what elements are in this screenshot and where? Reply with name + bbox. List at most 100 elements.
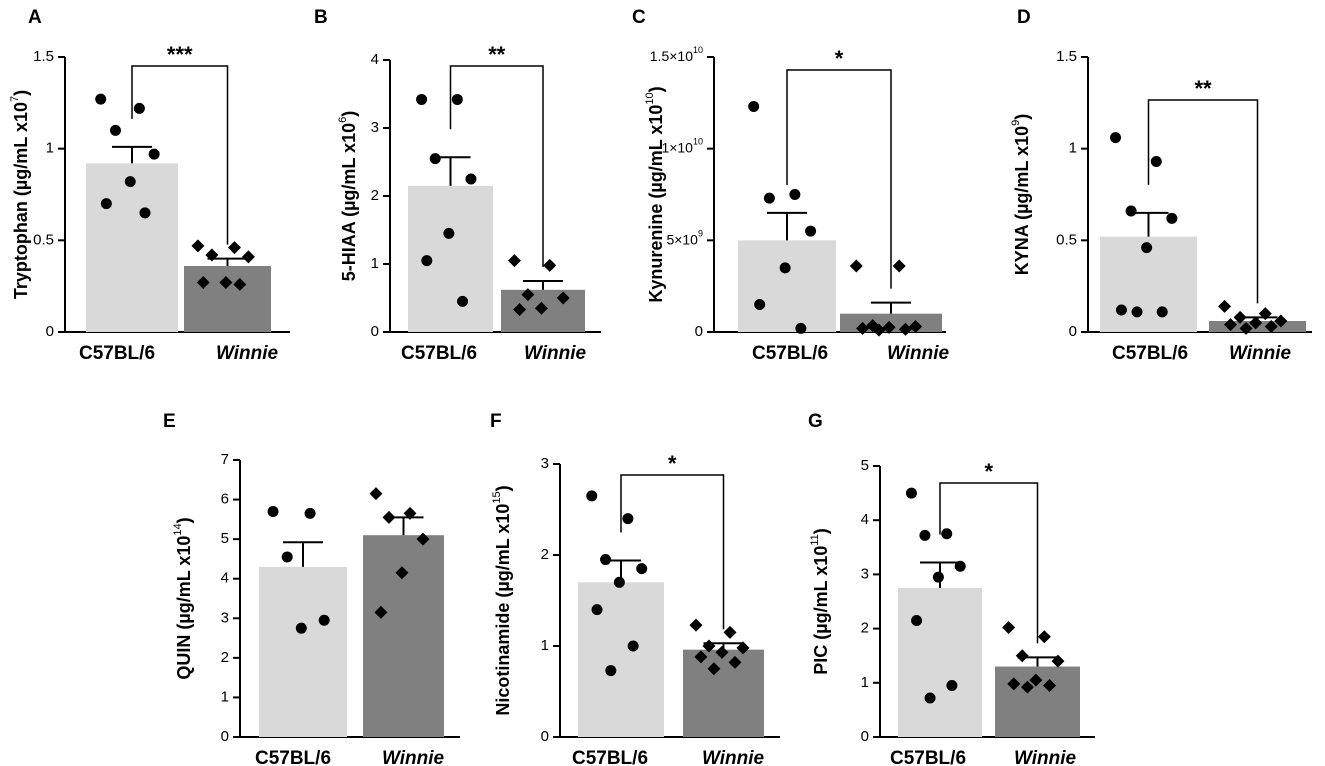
data-point (318, 614, 330, 626)
data-point (924, 692, 936, 704)
y-tick-label: 1×1010 (661, 137, 703, 155)
data-point (748, 101, 760, 112)
y-tick-label: 0.5 (1056, 231, 1077, 248)
y-tick-label: 0 (221, 728, 229, 745)
data-point (1150, 156, 1162, 167)
data-point (892, 259, 906, 273)
data-point (919, 529, 931, 541)
panel-label: C (632, 7, 646, 28)
data-point (882, 320, 896, 334)
data-point (805, 225, 817, 237)
x-tick-label: Winnie (1229, 343, 1292, 364)
data-point (1015, 649, 1029, 663)
panel-label: E (163, 411, 176, 432)
y-tick-label: 1 (1069, 140, 1077, 157)
data-point (534, 301, 548, 315)
x-tick-label: Winnie (1014, 748, 1077, 766)
data-point (1218, 299, 1232, 313)
data-point (911, 614, 923, 626)
data-point (856, 321, 870, 335)
bar-winnie (363, 535, 444, 737)
data-point (374, 605, 388, 619)
y-tick-label: 4 (861, 511, 869, 528)
x-tick-label: Winnie (382, 748, 445, 766)
data-point (295, 622, 307, 634)
data-point (613, 576, 625, 588)
significance-label: ** (1194, 76, 1212, 101)
significance-bracket (449, 65, 544, 267)
y-tick-label: 0 (371, 323, 379, 340)
data-point (543, 258, 557, 272)
data-point (416, 532, 430, 546)
y-tick-label: 0 (541, 728, 549, 745)
data-point (1239, 321, 1253, 335)
data-point (205, 248, 219, 262)
data-point (100, 198, 112, 210)
data-point (1051, 654, 1065, 668)
y-tick-label: 3 (861, 565, 869, 582)
data-point (1037, 630, 1051, 644)
significance-bracket (620, 474, 725, 630)
data-point (556, 291, 570, 305)
y-tick-label: 2 (221, 649, 229, 666)
y-tick-label: 3 (541, 455, 549, 472)
data-point (707, 662, 721, 676)
data-point (636, 563, 648, 575)
y-tick-label: 1.5×1010 (650, 45, 703, 63)
data-point (909, 320, 923, 333)
data-point (241, 250, 255, 264)
significance-bracket (1147, 99, 1259, 304)
data-point (1166, 212, 1178, 224)
y-axis-title: Kynurenine (µg/mL x1010) (644, 86, 666, 302)
data-point (715, 645, 729, 659)
significance-label: *** (167, 42, 193, 67)
panel-b: B 0 1 2 3 4 5-HIAA (µg/mL x106) C57BL/6 Winnie ** (314, 7, 601, 364)
significance-bracket (131, 65, 229, 245)
data-point (763, 192, 775, 204)
panel-c: C 0 5×109 1×1010 1.5×1010 Kynurenine (µg/mL x… (632, 7, 949, 364)
data-point (267, 505, 279, 517)
y-tick-label: 1 (46, 140, 54, 157)
data-point (109, 124, 121, 136)
data-point (369, 487, 383, 501)
data-point (124, 176, 136, 188)
data-point (605, 665, 617, 677)
data-point (694, 650, 708, 664)
data-point (591, 604, 603, 616)
y-axis-title: 5-HIAA (µg/mL x106) (337, 111, 359, 282)
y-tick-label: 6 (221, 491, 229, 508)
y-tick-label: 1.5 (1056, 48, 1077, 65)
y-tick-label: 4 (371, 51, 379, 68)
data-point (395, 566, 409, 580)
data-point (95, 93, 107, 105)
y-tick-label: 2 (371, 187, 379, 204)
x-tick-label: Winnie (887, 343, 950, 364)
data-point (702, 639, 716, 653)
y-tick-label: 0 (861, 728, 869, 745)
data-point (954, 560, 966, 572)
significance-label: ** (488, 42, 506, 67)
y-tick-label: 5 (861, 457, 869, 474)
data-point (1020, 680, 1034, 694)
x-tick-label: Winnie (524, 343, 587, 364)
data-point (451, 93, 463, 105)
data-point (1002, 621, 1016, 635)
data-point (219, 276, 233, 289)
panel-e: E 0 1 2 3 4 5 6 7 QUIN (µg/mL x1014) C57BL/6 Winnie (163, 411, 460, 766)
data-point (233, 277, 247, 291)
data-point (586, 490, 598, 502)
data-point (622, 513, 634, 525)
bar-c57bl6 (259, 566, 347, 737)
data-point (382, 510, 396, 524)
panel-label: A (28, 7, 42, 28)
y-axis-title: QUIN (µg/mL x1014) (172, 517, 194, 679)
x-tick-label: C57BL/6 (401, 343, 477, 364)
y-tick-label: 3 (221, 609, 229, 626)
y-tick-label: 5 (221, 530, 229, 547)
y-tick-label: 4 (221, 570, 229, 587)
data-point (513, 303, 527, 317)
data-point (849, 259, 863, 273)
data-point (1141, 242, 1153, 254)
x-tick-label: C57BL/6 (1112, 343, 1188, 364)
